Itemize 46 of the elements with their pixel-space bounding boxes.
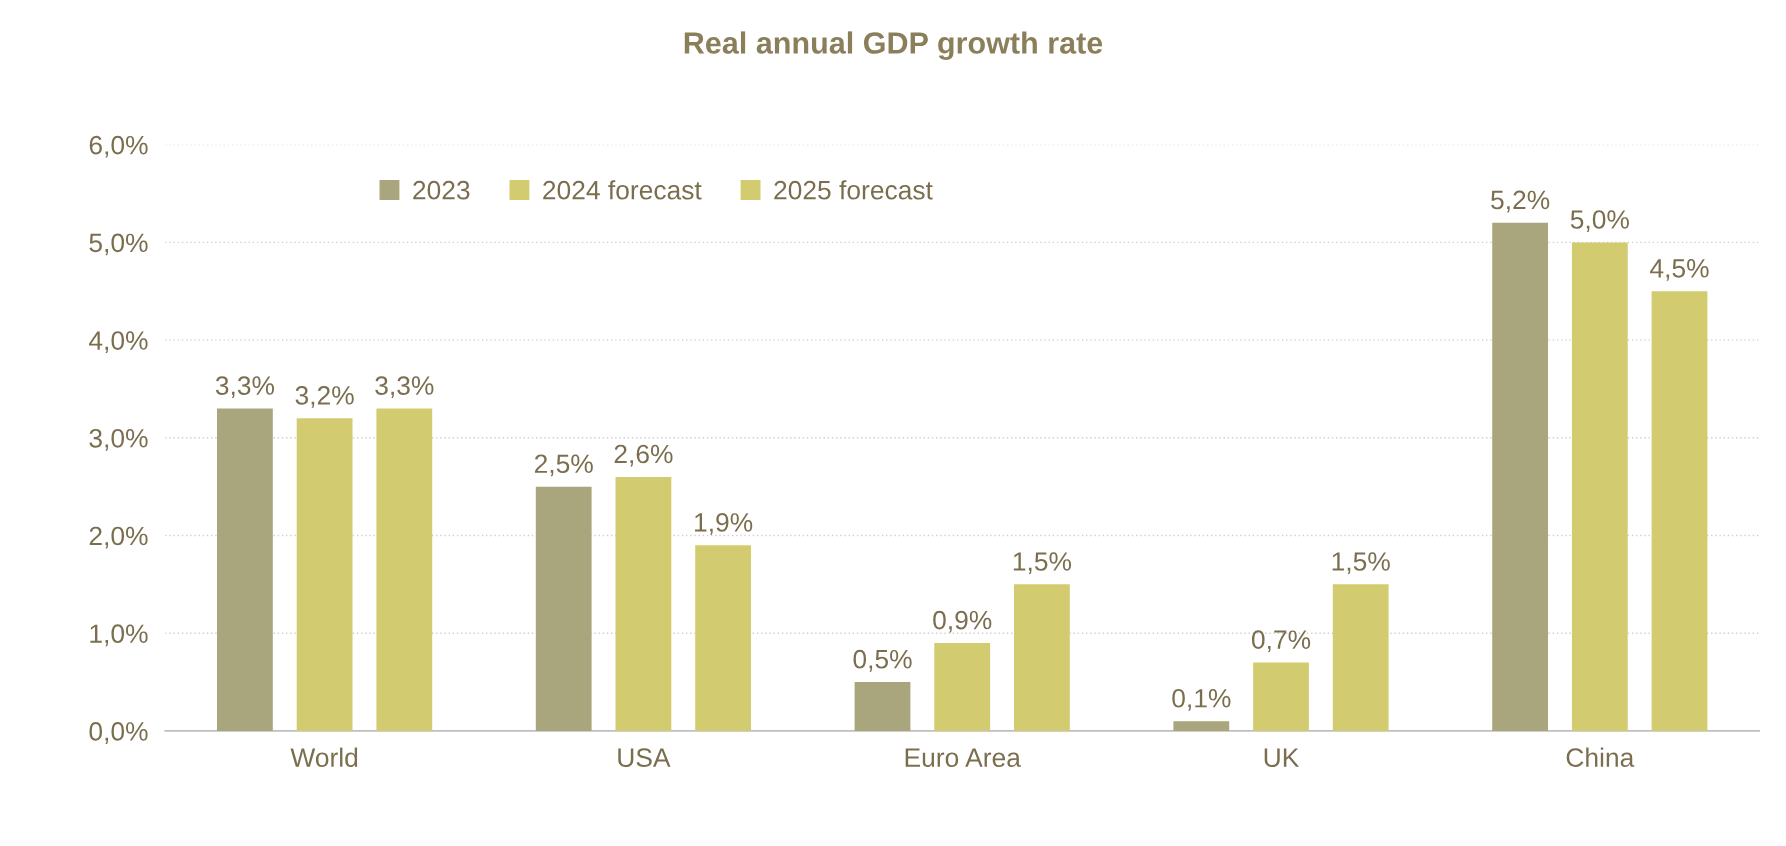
bar xyxy=(376,408,433,731)
data-label: 0,9% xyxy=(933,610,992,633)
x-tick-label: China xyxy=(1566,747,1635,767)
y-tick-label: 6,0% xyxy=(89,135,148,158)
y-tick-label: 1,0% xyxy=(90,624,148,647)
bar xyxy=(854,682,911,731)
data-label: 1,9% xyxy=(695,513,753,535)
legend-label: 2025 forecast xyxy=(774,180,933,200)
bar xyxy=(1014,584,1070,731)
legend-label: 2023 xyxy=(413,180,470,200)
x-tick-label: UK xyxy=(1264,748,1300,767)
chart-title: Real annual GDP growth rate xyxy=(684,31,1103,60)
data-label: 0,1% xyxy=(1172,688,1231,711)
data-label: 0,5% xyxy=(853,649,912,672)
bar xyxy=(535,486,592,731)
data-label: 0,7% xyxy=(1251,630,1311,653)
bar xyxy=(217,408,273,731)
bar xyxy=(1571,242,1628,731)
y-tick-label: 3,0% xyxy=(89,428,148,451)
x-tick-label: World xyxy=(290,747,358,767)
data-label: 4,5% xyxy=(1650,259,1709,281)
data-label: 1,5% xyxy=(1332,552,1390,574)
bar xyxy=(934,643,991,731)
bar xyxy=(1332,584,1389,731)
bar xyxy=(1253,662,1309,731)
bar xyxy=(615,476,672,731)
bar xyxy=(1651,291,1708,731)
y-tick-label: 0,0% xyxy=(89,722,148,744)
bar xyxy=(695,545,751,731)
data-label: 3,3% xyxy=(375,376,434,399)
y-tick-label: 2,0% xyxy=(89,526,148,549)
y-tick-label: 4,0% xyxy=(89,331,148,354)
y-tick-label: 5,0% xyxy=(89,233,148,256)
data-label: 3,3% xyxy=(215,376,275,399)
bar xyxy=(296,418,353,731)
data-label: 5,0% xyxy=(1570,210,1629,232)
data-label: 5,2% xyxy=(1491,190,1550,213)
data-label: 3,2% xyxy=(295,386,354,408)
x-tick-label: USA xyxy=(618,748,671,767)
legend-label: 2024 forecast xyxy=(543,180,702,200)
data-label: 2,5% xyxy=(534,454,593,477)
data-label: 2,6% xyxy=(614,444,673,467)
bar xyxy=(1492,222,1548,731)
x-tick-label: Euro Area xyxy=(905,748,1021,767)
data-label: 1,5% xyxy=(1013,552,1072,574)
bar xyxy=(1173,721,1230,731)
